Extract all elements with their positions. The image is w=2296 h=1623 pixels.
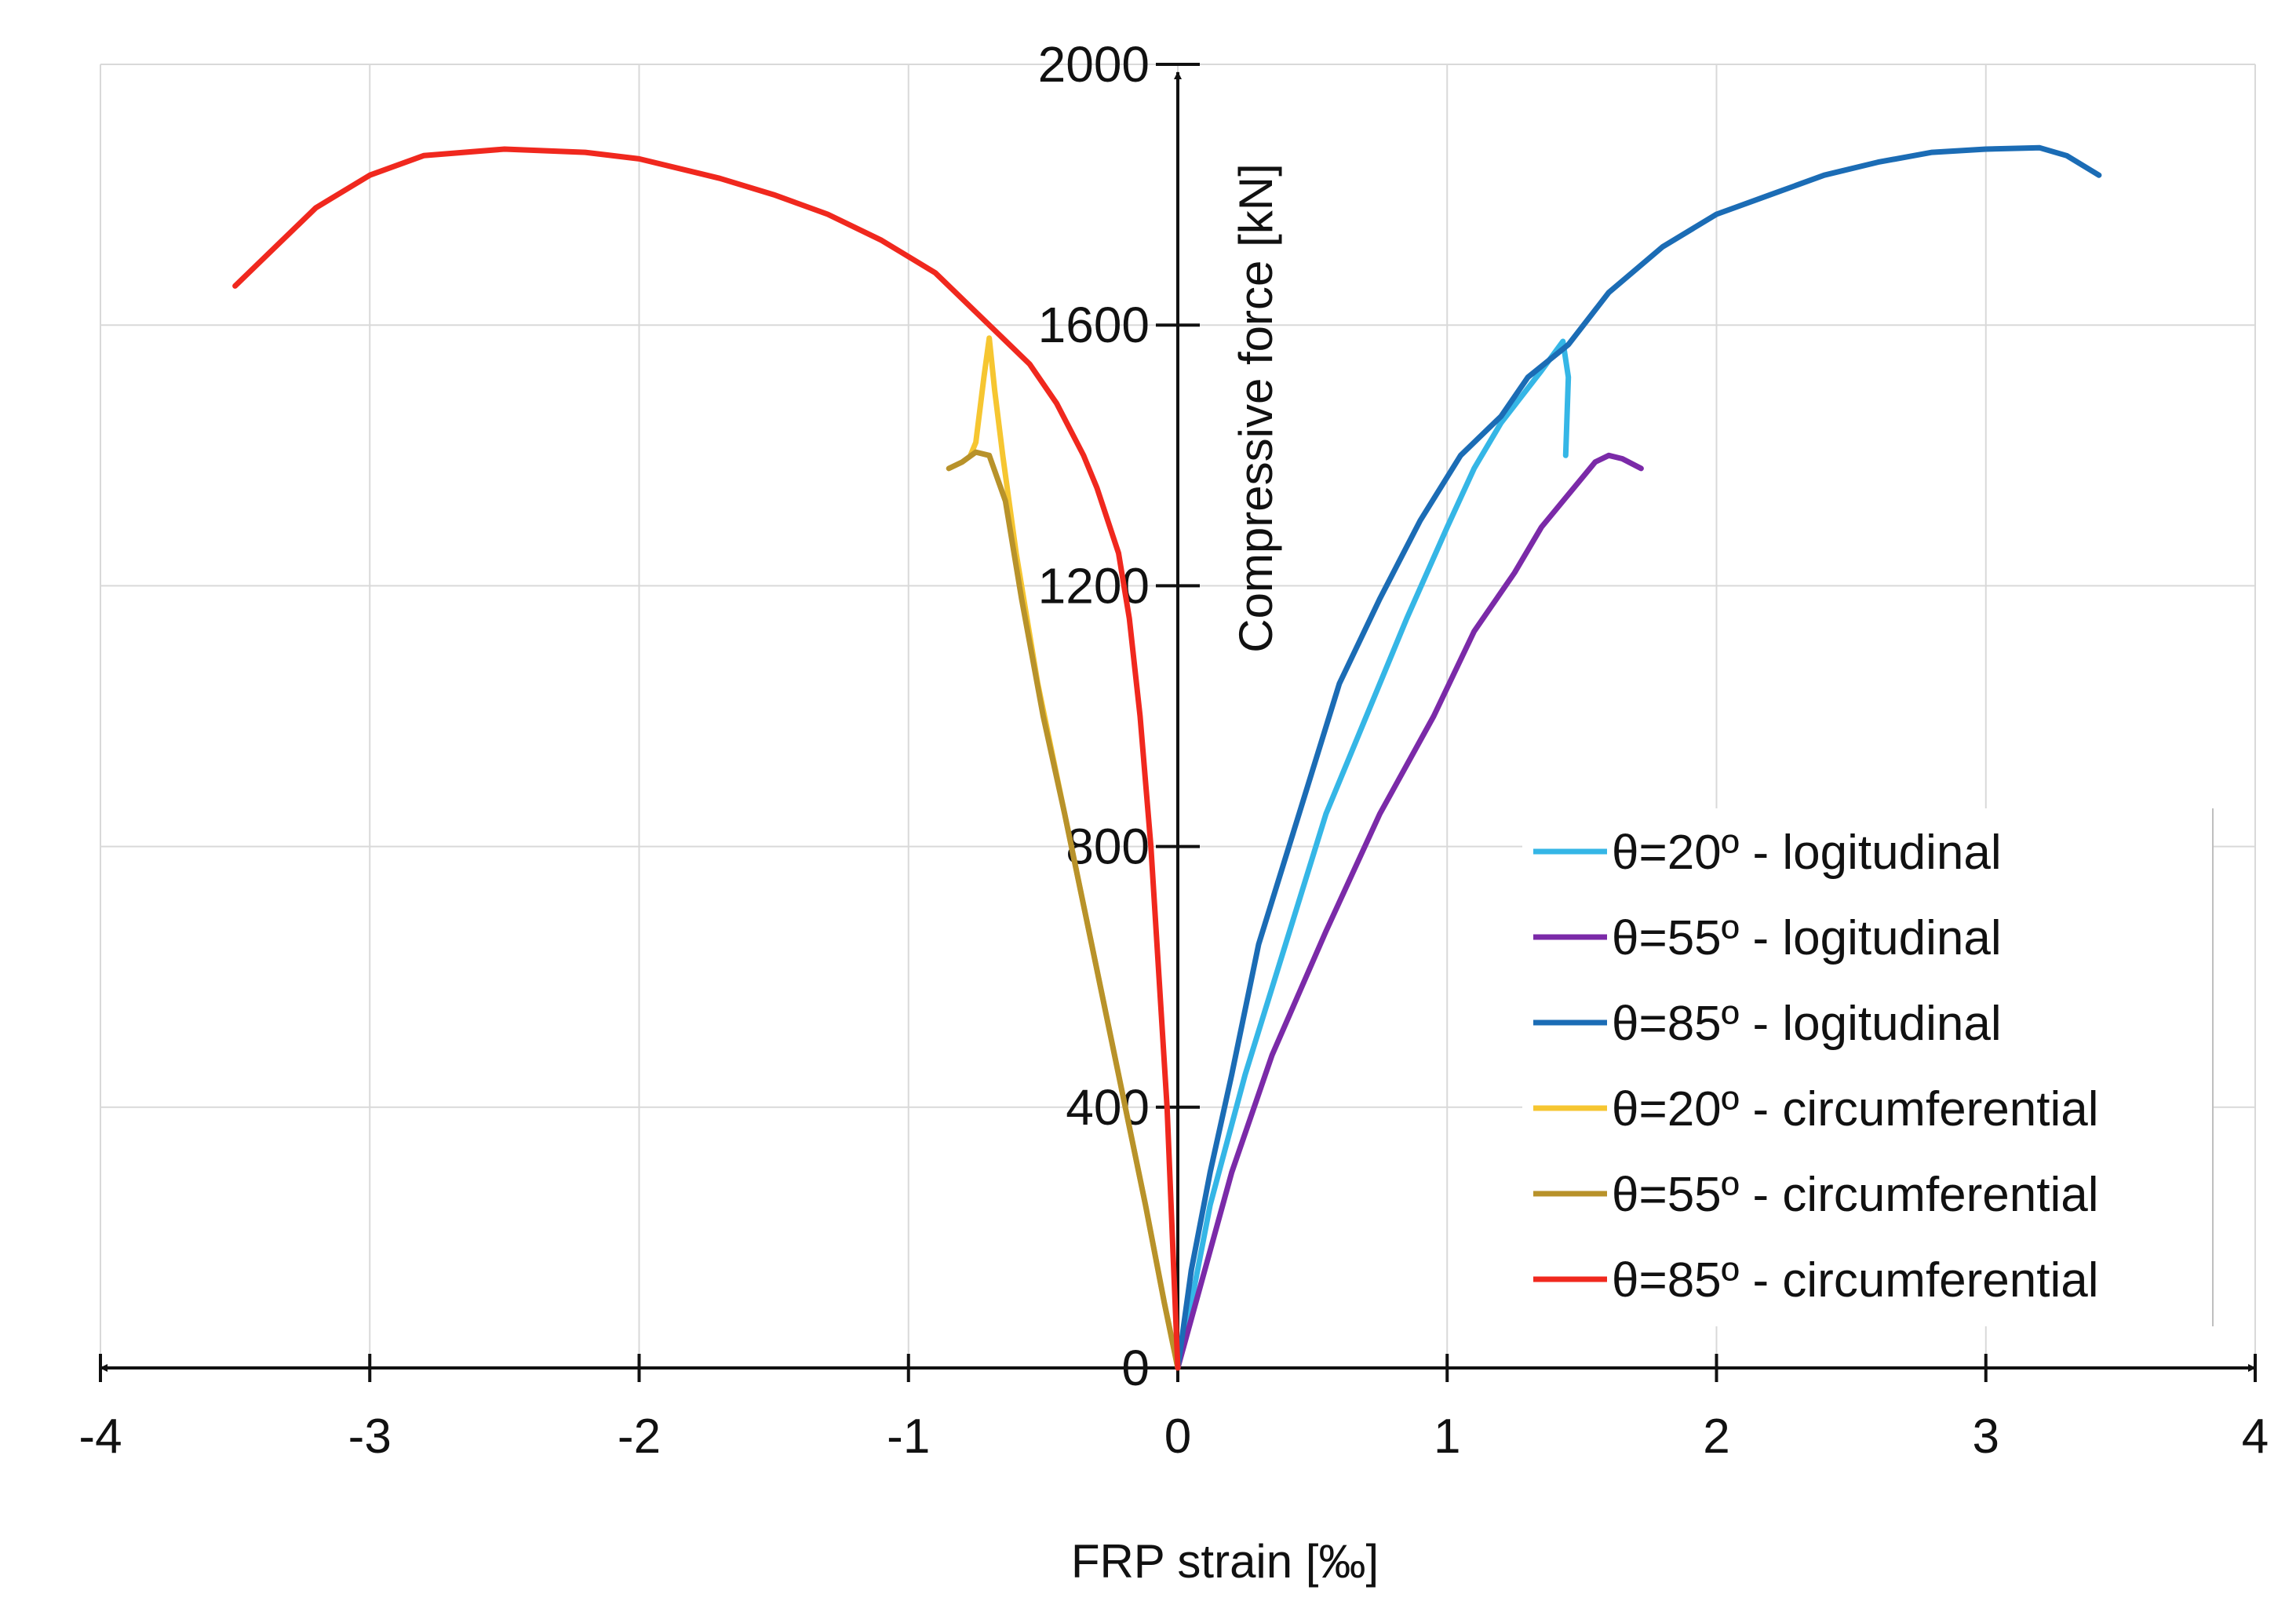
legend-label: θ=55º - logitudinal (1612, 911, 2002, 965)
legend-label: θ=55º - circumferential (1612, 1168, 2099, 1222)
x-tick-label: 0 (1164, 1410, 1191, 1464)
y-tick-label: 1200 (1038, 557, 1150, 614)
series-line (232, 146, 1181, 1371)
y-tick-label: 800 (1066, 819, 1150, 875)
y-tick-label: 2000 (1038, 36, 1150, 93)
legend-box (1522, 808, 2213, 1326)
series-line (1175, 144, 2102, 1371)
tick-labels: -4 -3 -2 -1 0 1 2 3 4 0 400 800 1200 1600 2000 (78, 36, 2269, 1464)
series-line (946, 449, 1181, 1371)
series-lines (232, 144, 2102, 1371)
x-tick-label: -2 (618, 1410, 661, 1464)
x-tick-label: -1 (887, 1410, 930, 1464)
series-line (1175, 452, 1644, 1371)
x-tick-label: -3 (348, 1410, 392, 1464)
legend: θ=20º - logitudinal θ=55º - logitudinal θ=… (1522, 808, 2214, 1326)
y-tick-label: 0 (1121, 1340, 1150, 1396)
legend-label: θ=20º - circumferential (1612, 1082, 2099, 1136)
y-axis-title: Compressive force [kN] (1230, 163, 1282, 653)
legend-label: θ=85º - circumferential (1612, 1253, 2099, 1308)
legend-label: θ=85º - logitudinal (1612, 997, 2002, 1051)
x-tick-label: 1 (1434, 1410, 1460, 1464)
legend-label: θ=20º - logitudinal (1612, 826, 2002, 880)
x-tick-label: 4 (2242, 1410, 2269, 1464)
x-tick-label: -4 (78, 1410, 122, 1464)
y-tick-label: 1600 (1038, 297, 1150, 353)
x-tick-label: 3 (1973, 1410, 1999, 1464)
series-line (1175, 338, 1572, 1371)
x-tick-label: 2 (1703, 1410, 1729, 1464)
x-axis-title: FRP strain [‰] (1071, 1535, 1379, 1588)
y-tick-label: 400 (1066, 1079, 1150, 1136)
